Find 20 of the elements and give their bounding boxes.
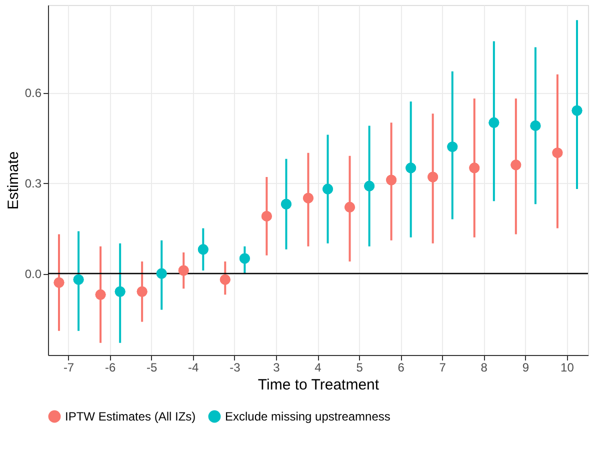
x-tick-label: 9 [522,360,530,374]
legend-label: IPTW Estimates (All IZs) [65,410,196,424]
y-axis-title: Estimate [4,151,22,210]
y-tick-label: 0.3 [24,176,42,191]
x-tick-label: 4 [314,360,322,374]
x-tick-label: -4 [188,360,200,374]
x-tick-label: 3 [273,360,280,374]
legend-label: Exclude missing upstreamness [225,410,390,424]
x-tick-label: -5 [146,360,158,374]
x-tick-label: 8 [480,360,488,374]
x-tick-label: 6 [398,360,405,374]
x-tick-label: 5 [356,360,364,374]
x-tick-label: -6 [104,360,116,374]
x-axis-title: Time to Treatment [258,376,380,394]
y-tick-label: 0.0 [24,267,42,282]
x-tick-label: -3 [230,360,241,374]
x-tick-label: 10 [560,360,574,374]
x-tick-label: -7 [63,360,74,374]
x-tick-label: 7 [439,360,446,374]
y-tick-label: 0.6 [24,86,42,100]
